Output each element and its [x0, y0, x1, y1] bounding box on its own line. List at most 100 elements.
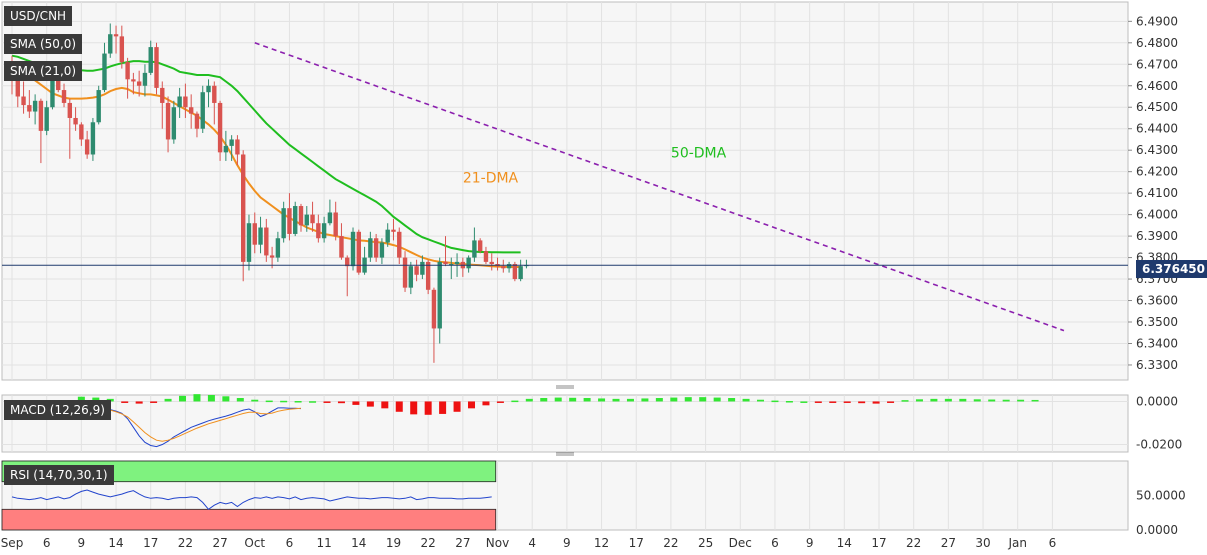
- price-tick-label: 6.3900: [1136, 229, 1178, 243]
- macd-tick-label: 0.0000: [1136, 394, 1178, 408]
- price-tick-label: 6.4600: [1136, 79, 1178, 93]
- x-tick-label: 9: [806, 536, 814, 550]
- macd-histogram-bar: [713, 397, 721, 402]
- x-tick-label: 22: [178, 536, 193, 550]
- macd-histogram-bar: [785, 401, 793, 403]
- macd-histogram-bar: [135, 401, 143, 404]
- candle-body: [50, 72, 55, 108]
- candle-body: [304, 214, 309, 226]
- macd-histogram-bar: [554, 397, 562, 402]
- macd-histogram-bar: [684, 397, 692, 402]
- macd-histogram-bar: [757, 399, 765, 402]
- macd-tick-label: -0.0200: [1136, 437, 1182, 451]
- price-tick-label: 6.3300: [1136, 358, 1178, 372]
- candle-body: [321, 223, 327, 239]
- macd-histogram-bar: [858, 401, 866, 404]
- macd-histogram-bar: [366, 401, 374, 407]
- ma-annotation: 21-DMA: [463, 170, 519, 186]
- candle-body: [281, 208, 286, 239]
- candle-body: [38, 100, 44, 131]
- macd-histogram-bar: [670, 397, 678, 402]
- macd-histogram-bar: [988, 399, 996, 402]
- macd-histogram-bar: [496, 401, 504, 403]
- macd-histogram-bar: [439, 401, 447, 414]
- macd-histogram-bar: [525, 398, 533, 402]
- price-tick-label: 6.3400: [1136, 336, 1178, 350]
- macd-histogram-bar: [453, 401, 461, 412]
- macd-histogram-bar: [323, 401, 331, 403]
- macd-histogram-bar: [973, 399, 981, 402]
- macd-histogram-bar: [381, 401, 389, 409]
- rsi-tick-label: 0.0000: [1136, 523, 1178, 537]
- candle-body: [368, 238, 373, 258]
- macd-histogram-bar: [641, 398, 649, 402]
- x-tick-label: 17: [871, 536, 886, 550]
- rsi-line: [11, 489, 492, 510]
- macd-histogram-bar: [207, 395, 215, 402]
- macd-histogram-bar: [1031, 399, 1039, 402]
- macd-histogram-bar: [265, 400, 273, 403]
- candle-body: [454, 261, 460, 265]
- macd-histogram-bar: [728, 398, 736, 402]
- rsi-tick-label: 50.0000: [1136, 489, 1186, 503]
- price-tick-label: 6.4400: [1136, 122, 1178, 136]
- candle-body: [437, 261, 442, 329]
- x-tick-label: 12: [594, 536, 609, 550]
- candle-body: [183, 96, 188, 108]
- x-tick-label: 22: [421, 536, 436, 550]
- candle-body: [154, 47, 159, 88]
- macd-histogram-bar: [251, 399, 259, 402]
- macd-label: MACD (12,26,9): [4, 400, 111, 420]
- candle-body: [241, 154, 246, 262]
- macd-histogram-bar: [814, 401, 822, 403]
- candle-body: [501, 266, 506, 269]
- x-tick-label: 19: [386, 536, 401, 550]
- macd-histogram-bar: [309, 401, 317, 403]
- candle-body: [148, 47, 153, 73]
- macd-histogram-bar: [944, 398, 952, 402]
- candle-body: [350, 231, 356, 267]
- price-tick-label: 6.4500: [1136, 100, 1178, 114]
- price-tick-label: 6.4800: [1136, 36, 1178, 50]
- candle-body: [275, 238, 281, 258]
- candle-body: [160, 87, 165, 103]
- candle-body: [56, 72, 61, 91]
- candle-body: [177, 96, 182, 108]
- macd-histogram-bar: [742, 398, 750, 402]
- candle-body: [142, 72, 148, 86]
- candle-body: [287, 208, 292, 234]
- candle-body: [246, 223, 252, 262]
- macd-histogram-bar: [872, 401, 880, 404]
- price-tick-label: 6.3600: [1136, 294, 1178, 308]
- candle-body: [119, 36, 125, 63]
- candle-body: [206, 85, 211, 93]
- candle-body: [252, 223, 257, 245]
- macd-histogram-bar: [771, 400, 779, 403]
- macd-histogram-bar: [829, 401, 837, 403]
- candle-body: [472, 240, 477, 258]
- x-tick-label: 9: [563, 536, 571, 550]
- macd-histogram-bar: [236, 398, 244, 402]
- candle-body: [385, 229, 390, 243]
- candle-body: [402, 257, 408, 288]
- candle-body: [165, 102, 171, 140]
- candle-body: [269, 255, 275, 258]
- candle-body: [420, 261, 425, 275]
- ma-annotation: 50-DMA: [671, 146, 727, 162]
- candle-body: [73, 117, 78, 125]
- x-tick-label: Nov: [486, 536, 509, 550]
- x-tick-label: 6: [43, 536, 51, 550]
- macd-histogram-bar: [193, 394, 201, 402]
- macd-histogram-bar: [959, 398, 967, 402]
- macd-histogram-bar: [612, 398, 620, 402]
- candle-body: [333, 212, 338, 237]
- candle-body: [477, 240, 483, 252]
- macd-histogram-bar: [901, 400, 909, 402]
- candle-body: [506, 264, 512, 269]
- descending-trendline: [254, 42, 1065, 332]
- candle-body: [44, 107, 49, 131]
- candle-body: [264, 227, 269, 256]
- candle-body: [298, 206, 304, 226]
- candle-body: [391, 229, 396, 232]
